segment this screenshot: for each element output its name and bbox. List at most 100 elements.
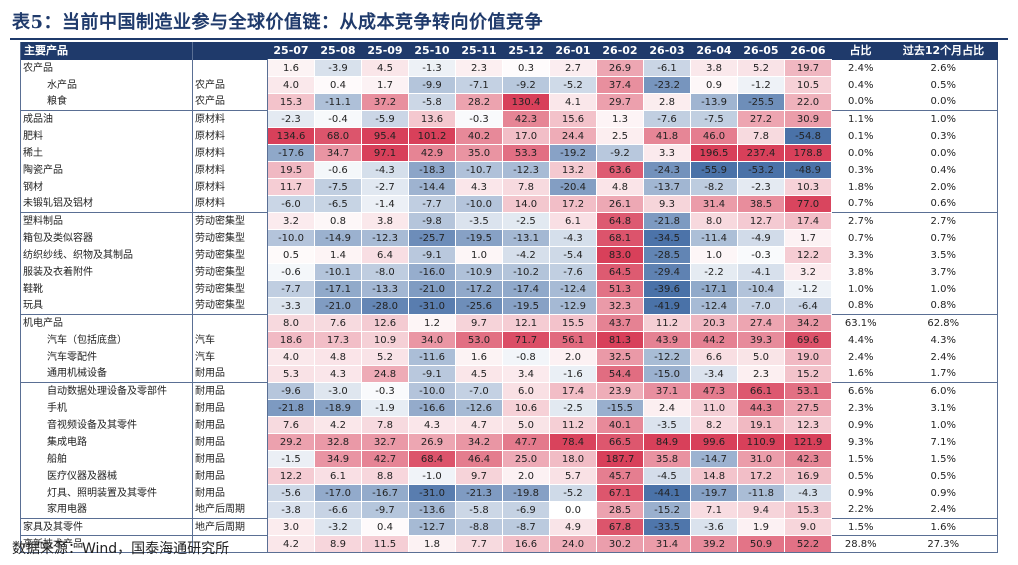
table-row: 船舶 耐用品 -1.5 34.9 42.7 68.4 46.4 25.0 18.0 187.7 35… <box>20 450 998 468</box>
value-cell: 1.3 <box>596 110 644 128</box>
value-cell: -13.7 <box>643 178 691 196</box>
value-cell: -13.1 <box>502 229 550 247</box>
value-cell: -21.0 <box>314 297 362 315</box>
value-cell: 32.7 <box>361 433 409 451</box>
table-row: 家具及其零件 地产后周期 3.0 -3.2 0.4 -12.7 -8.8 -8.7 4.9 67.… <box>20 518 998 536</box>
share-cell: 1.5% <box>831 518 890 536</box>
header-cell: 26-04 <box>690 42 738 60</box>
table-row: 通用机械设备 耐用品 5.3 4.3 24.8 -9.1 4.5 3.4 -1.6 54.4 -15… <box>20 365 998 383</box>
value-cell: 46.0 <box>690 127 738 145</box>
value-cell: -4.9 <box>737 229 785 247</box>
product-category: 地产后周期 <box>192 501 268 519</box>
share-12m-cell: 0.0% <box>889 144 998 162</box>
value-cell: 56.1 <box>549 331 597 349</box>
value-cell: 17.2 <box>737 467 785 485</box>
value-cell: -11.8 <box>737 484 785 502</box>
value-cell: -5.9 <box>361 110 409 128</box>
value-cell: 8.2 <box>690 416 738 434</box>
value-cell: -9.2 <box>502 76 550 94</box>
table-row: 音视频设备及其零件 耐用品 7.6 4.2 7.8 4.3 4.7 5.0 11.2 40.1 -3… <box>20 416 998 434</box>
value-cell: 9.4 <box>737 501 785 519</box>
value-cell: 196.5 <box>690 144 738 162</box>
value-cell: 42.9 <box>408 144 456 162</box>
value-cell: 64.5 <box>596 263 644 281</box>
value-cell: -0.8 <box>502 348 550 366</box>
product-category: 耐用品 <box>192 382 268 400</box>
value-cell: -17.1 <box>690 280 738 298</box>
value-cell: 6.1 <box>549 212 597 230</box>
value-cell: -21.0 <box>408 280 456 298</box>
share-cell: 2.4% <box>848 62 874 74</box>
product-name: 集成电路 <box>20 433 193 451</box>
value-cell: 29.2 <box>267 433 315 451</box>
value-cell: 8.0 <box>690 212 738 230</box>
product-category <box>192 59 268 77</box>
share-12m-cell: 0.0% <box>889 93 998 111</box>
value-cell: 14.0 <box>502 195 550 213</box>
value-cell: 34.2 <box>455 433 503 451</box>
value-cell: 47.7 <box>502 433 550 451</box>
product-name: 纺织纱线、织物及其制品 <box>20 246 193 264</box>
value-cell: -2.5 <box>549 399 597 417</box>
value-cell: -16.6 <box>408 399 456 417</box>
value-cell: 42.7 <box>361 450 409 468</box>
value-cell: -9.1 <box>408 246 456 264</box>
table-row: 未锻轧铝及铝材 原材料 -6.0 -6.5 -1.4 -7.7 -10.0 14.0 17.2 2… <box>20 195 998 213</box>
table-row: 水产品 农产品 4.0 0.4 1.7 -9.9 -7.1 -9.2 -5.2 37.4 -23.2… <box>20 76 998 94</box>
value-cell: -0.4 <box>314 110 362 128</box>
table-row: 肥料 原材料 134.6 68.0 95.4 101.2 40.2 17.0 24.4 2.5 41… <box>20 127 998 145</box>
value-cell: -4.1 <box>737 263 785 281</box>
value-cell: -25.6 <box>455 297 503 315</box>
value-cell: 2.4 <box>643 399 691 417</box>
product-category: 耐用品 <box>192 365 268 383</box>
value-cell: 15.5 <box>549 314 597 332</box>
product-name: 肥料 <box>20 127 193 145</box>
share-cell: 1.8% <box>848 181 874 193</box>
table-row: 集成电路 耐用品 29.2 32.8 32.7 26.9 34.2 47.7 78.4 66.5 8… <box>20 433 998 451</box>
value-cell: 43.9 <box>643 331 691 349</box>
share-cell: 0.1% <box>848 130 874 142</box>
header-cell: 25-12 <box>502 42 550 60</box>
product-category: 耐用品 <box>192 399 268 417</box>
value-cell: 6.6 <box>690 348 738 366</box>
value-cell: 23.9 <box>596 382 644 400</box>
table-row: 玩具 劳动密集型 -3.3 -21.0 -28.0 -31.0 -25.6 -19.5 -12.… <box>20 297 998 315</box>
product-name: 箱包及类似容器 <box>20 229 193 247</box>
value-cell: -39.6 <box>643 280 691 298</box>
product-category: 劳动密集型 <box>192 280 268 298</box>
header-cell: 占比 <box>831 42 890 60</box>
table-row: 箱包及类似容器 劳动密集型 -10.0 -14.9 -12.3 -25.7 -19.5 -13… <box>20 229 998 247</box>
value-cell: 20.3 <box>690 314 738 332</box>
value-cell: 17.0 <box>502 127 550 145</box>
value-cell: -19.8 <box>502 484 550 502</box>
value-cell: -8.2 <box>690 178 738 196</box>
share-12m-cell: 1.6% <box>889 518 998 536</box>
value-cell: -10.1 <box>314 263 362 281</box>
value-cell: -48.9 <box>784 161 832 179</box>
value-cell: -3.9 <box>314 59 362 77</box>
value-cell: -15.2 <box>643 501 691 519</box>
product-name: 塑料制品 <box>20 212 193 230</box>
value-cell: 4.8 <box>314 348 362 366</box>
value-cell: -15.5 <box>596 399 644 417</box>
share-cell: 0.7% <box>848 232 874 244</box>
share-12m-cell: 0.3% <box>889 127 998 145</box>
value-cell: 0.4 <box>361 518 409 536</box>
value-cell: 4.3 <box>455 178 503 196</box>
value-cell: 38.5 <box>737 195 785 213</box>
value-cell: 1.7 <box>361 76 409 94</box>
value-cell: 4.2 <box>314 416 362 434</box>
table-row: 灯具、照明装置及其零件 耐用品 -5.6 -17.0 -16.7 -31.0 -21.3 -1… <box>20 484 998 502</box>
header-row: 主要产品 25-07 25-08 25-09 25-10 25-11 25-12 26-01 2… <box>20 42 998 60</box>
share-cell: 2.2% <box>848 504 874 516</box>
product-name: 通用机械设备 <box>20 365 193 383</box>
share-12m-cell: 0.5% <box>889 467 998 485</box>
table-row: 汽车（包括底盘） 汽车 18.6 17.3 10.9 34.0 53.0 71.7 56.1 81… <box>20 331 998 349</box>
value-cell: -17.4 <box>502 280 550 298</box>
table-row: 纺织纱线、织物及其制品 劳动密集型 0.5 1.4 6.4 -9.1 1.0 -4.2 -5.4… <box>20 246 998 264</box>
value-cell: -55.9 <box>690 161 738 179</box>
product-category: 耐用品 <box>192 484 268 502</box>
value-cell: -24.3 <box>643 161 691 179</box>
value-cell: 25.0 <box>502 450 550 468</box>
product-category: 地产后周期 <box>192 518 268 536</box>
